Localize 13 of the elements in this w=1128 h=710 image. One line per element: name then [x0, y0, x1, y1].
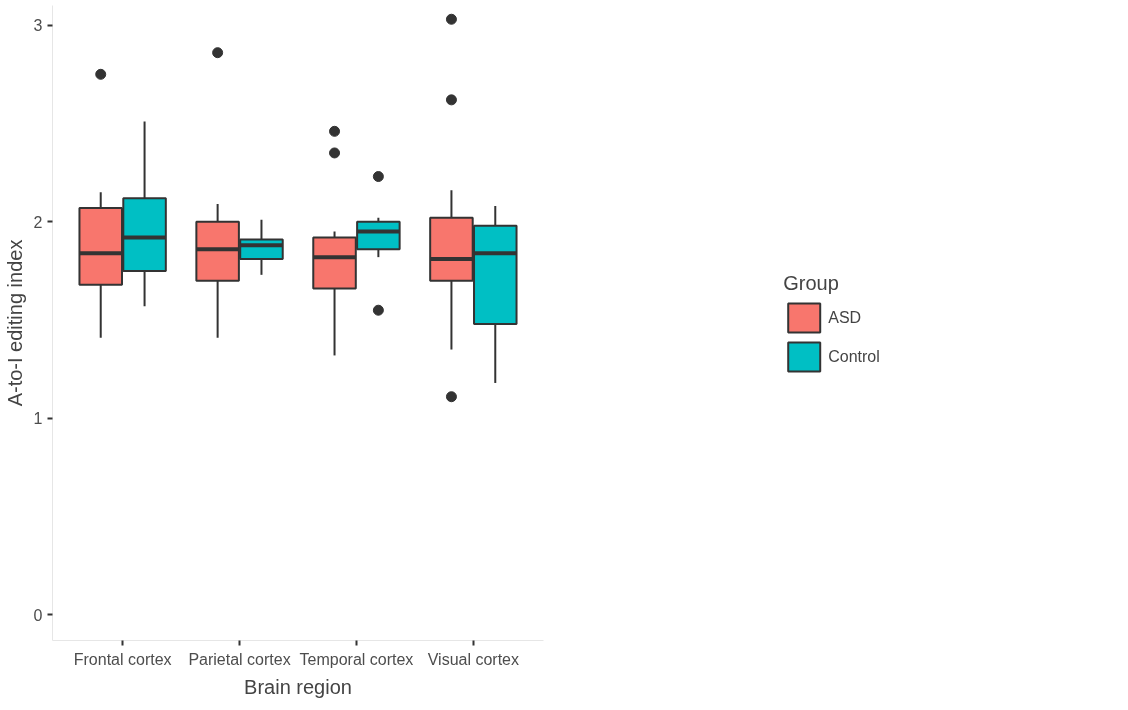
legend-title: Group [783, 271, 840, 294]
x-axis-title: Brain region [244, 675, 352, 698]
x-tick-label: Parietal cortex [188, 650, 291, 668]
y-tick-label: 1 [33, 410, 43, 428]
x-tick-label: Visual cortex [427, 650, 520, 668]
y-axis-title: A-to-I editing index [3, 239, 26, 407]
x-tick-label: Temporal cortex [299, 650, 414, 668]
legend-label: Control [828, 347, 880, 365]
legend-label: ASD [828, 308, 862, 326]
x-tick-label: Frontal cortex [73, 650, 172, 668]
y-tick-label: 3 [33, 17, 43, 35]
y-tick-label: 0 [33, 606, 43, 624]
y-tick-label: 2 [33, 213, 43, 231]
